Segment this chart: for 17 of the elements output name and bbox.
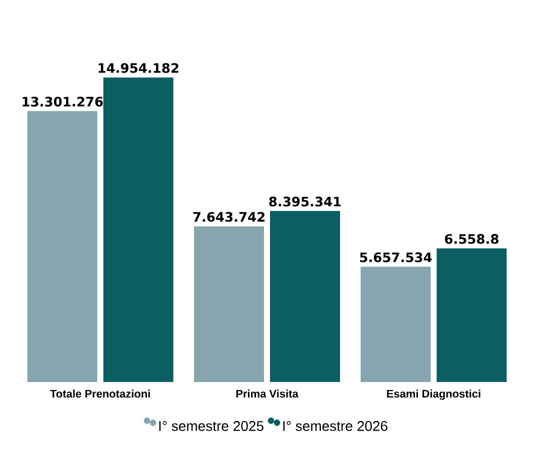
- x-tick-label: Prima Visita: [236, 390, 298, 398]
- data-label: 8.395.341: [269, 196, 341, 206]
- data-label: 5.657.534: [360, 252, 432, 262]
- bar: [103, 77, 174, 382]
- legend-label: I° semestre 2025: [159, 421, 264, 431]
- bar: [27, 111, 98, 382]
- bar: [270, 211, 340, 382]
- data-label: 7.643.742: [193, 212, 264, 222]
- bar: [194, 226, 264, 382]
- x-tick-label: Totale Prenotazioni: [50, 390, 150, 398]
- x-tick-label: Esami Diagnostici: [387, 390, 480, 400]
- legend-label: I° semestre 2026: [283, 421, 388, 431]
- bar: [436, 248, 507, 382]
- data-label: 13.301.276: [22, 96, 103, 107]
- data-label: 6.558.8: [444, 234, 498, 244]
- bar: [360, 266, 431, 382]
- data-label: 14.954.182: [98, 63, 178, 73]
